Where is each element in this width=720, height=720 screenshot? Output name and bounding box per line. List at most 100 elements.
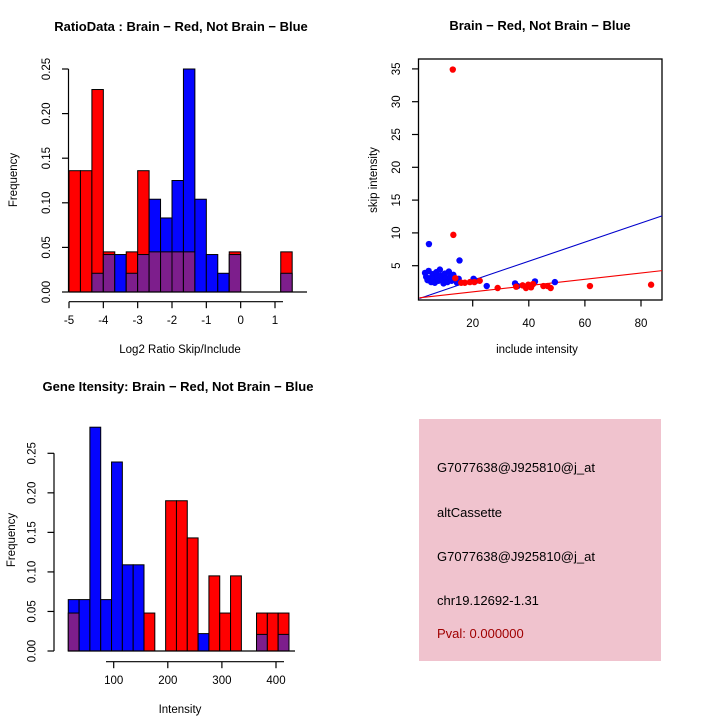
- y-tick-label: 0.15: [27, 521, 39, 543]
- info-panel: G7077638@J925810@j_at altCassette G70776…: [360, 360, 720, 720]
- scatter-point-blue: [425, 240, 433, 248]
- histogram-bar-blue: [111, 461, 123, 652]
- gene-intensity-histogram-panel: Gene Itensity: Brain − Red, Not Brain − …: [6, 379, 314, 716]
- fit-line-fit_red: [419, 270, 663, 299]
- x-tick-label: 60: [579, 318, 592, 330]
- y-tick-label: 35: [391, 63, 403, 76]
- y-tick-label: 0.20: [27, 482, 39, 504]
- histogram-bar-red: [230, 575, 242, 652]
- histogram-bar-blue: [205, 254, 219, 293]
- scatter-point-red: [512, 283, 520, 290]
- y-tick-label: 0.10: [41, 192, 53, 214]
- y-tick-label: 0.00: [41, 281, 53, 303]
- x-tick-label: 20: [466, 318, 479, 330]
- x-tick-label: 400: [266, 675, 285, 687]
- scatter-point-red: [471, 278, 478, 286]
- histogram-bar-blue: [121, 564, 134, 652]
- y-axis-label: Frequency: [6, 513, 18, 568]
- splice-type-line: altCassette: [437, 505, 503, 520]
- chart-title: Gene Itensity: Brain − Red, Not Brain − …: [43, 379, 314, 394]
- y-tick-label: 0.05: [27, 600, 39, 622]
- x-tick-label: 1: [272, 315, 278, 327]
- histogram-bar-red: [91, 89, 104, 293]
- scatter-point-red: [461, 279, 469, 286]
- x-axis-label: Log2 Ratio Skip/Include: [119, 344, 240, 356]
- histogram-bar-red: [208, 575, 221, 652]
- y-tick-label: 0.15: [41, 147, 53, 169]
- x-tick-label: -4: [98, 315, 109, 327]
- pval-line: Pval: 0.000000: [437, 626, 524, 641]
- histogram-bar-red: [186, 537, 199, 652]
- y-tick-label: 25: [391, 128, 403, 141]
- histogram-bar-red: [219, 612, 232, 652]
- histogram-bar-red: [68, 170, 81, 293]
- x-tick-label: -3: [133, 315, 143, 327]
- histogram-bar-blue: [194, 198, 207, 293]
- scatter-point-red: [529, 280, 537, 288]
- y-tick-label: 0.25: [27, 442, 39, 464]
- histogram-bar-blue: [217, 272, 230, 293]
- histogram-bar-overlap: [182, 251, 196, 293]
- x-tick-label: 40: [522, 318, 535, 330]
- y-axis-label: skip intensity: [368, 147, 380, 213]
- histogram-bar-red: [165, 500, 177, 652]
- y-tick-label: 0.00: [27, 640, 39, 662]
- histogram-bar-blue: [100, 599, 113, 652]
- x-tick-label: 300: [212, 675, 231, 687]
- histogram-bar-overlap: [171, 251, 184, 293]
- y-tick-label: 20: [391, 161, 403, 174]
- scatter-point-blue: [456, 257, 463, 264]
- scatter-point-blue: [551, 278, 559, 286]
- y-tick-label: 0.25: [41, 58, 53, 80]
- x-tick-label: 100: [104, 675, 123, 687]
- y-tick-label: 0.05: [41, 236, 53, 258]
- scatter-point-red: [449, 66, 456, 73]
- histogram-bar-blue: [78, 599, 91, 652]
- scatter-point-blue: [445, 268, 453, 275]
- y-tick-label: 0.20: [41, 102, 53, 124]
- chart-title: RatioData : Brain − Red, Not Brain − Blu…: [54, 19, 308, 34]
- scatter-point-red: [586, 282, 594, 290]
- histogram-bar-overlap: [148, 251, 162, 293]
- y-tick-label: 10: [391, 227, 403, 240]
- intensity-scatter-panel: Brain − Red, Not Brain − Blue include int…: [368, 18, 663, 356]
- y-tick-label: 15: [391, 194, 403, 207]
- histogram-bar-overlap: [125, 272, 139, 293]
- histogram-bar-overlap: [137, 254, 150, 293]
- scatter-point-red: [647, 281, 655, 288]
- y-tick-label: 30: [391, 95, 403, 108]
- x-tick-label: 200: [158, 675, 177, 687]
- x-axis-label: Intensity: [159, 704, 202, 716]
- probe-id-line: G7077638@J925810@j_at: [437, 460, 595, 475]
- x-tick-label: 0: [237, 315, 243, 327]
- scatter-point-blue: [483, 282, 490, 290]
- ratio-histogram-panel: RatioData : Brain − Red, Not Brain − Blu…: [8, 19, 308, 356]
- x-tick-label: -1: [201, 315, 211, 327]
- histogram-bar-overlap: [67, 612, 80, 652]
- histogram-bar-red: [143, 612, 156, 652]
- histogram-bar-red: [79, 170, 93, 293]
- y-tick-label: 5: [391, 262, 403, 268]
- histogram-bar-overlap: [256, 633, 268, 652]
- scatter-point-red: [450, 231, 457, 239]
- x-tick-label: 80: [635, 318, 648, 330]
- histogram-bar-red: [266, 612, 279, 652]
- scatter-point-red: [452, 274, 459, 282]
- probe-id-line-2: G7077638@J925810@j_at: [437, 549, 595, 564]
- histogram-bar-overlap: [280, 272, 293, 293]
- scatter-point-red: [547, 284, 554, 292]
- scatter-point-red: [476, 277, 483, 284]
- histogram-bar-overlap: [277, 633, 290, 652]
- scatter-point-red: [466, 278, 474, 286]
- scatter-point-blue: [436, 266, 444, 273]
- histogram-bar-blue: [132, 564, 145, 652]
- y-axis-label: Frequency: [8, 153, 20, 208]
- histogram-bar-overlap: [160, 251, 173, 293]
- histogram-bar-overlap: [102, 254, 116, 293]
- histogram-bar-overlap: [91, 272, 104, 293]
- x-tick-label: -5: [64, 315, 74, 327]
- y-tick-label: 0.10: [27, 561, 39, 583]
- locus-line: chr19.12692-1.31: [437, 593, 539, 608]
- histogram-bar-overlap: [228, 254, 242, 293]
- plot-box: [417, 58, 663, 301]
